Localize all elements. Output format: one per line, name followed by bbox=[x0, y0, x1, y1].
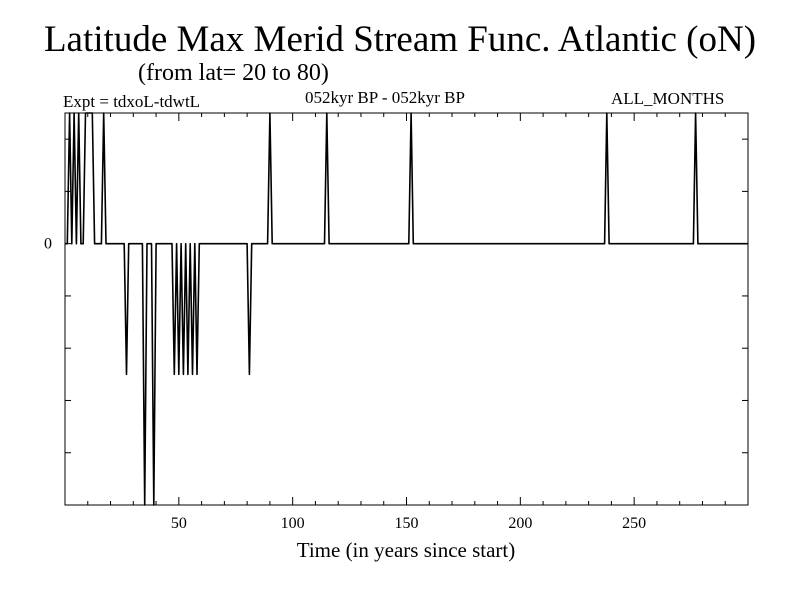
x-axis-label: Time (in years since start) bbox=[296, 538, 516, 562]
x-tick-label: 200 bbox=[508, 515, 532, 532]
x-tick-label: 150 bbox=[395, 515, 419, 532]
chart-title: Latitude Max Merid Stream Func. Atlantic… bbox=[43, 19, 757, 60]
plot-frame bbox=[64, 112, 749, 506]
x-tick-label: 50 bbox=[171, 515, 187, 532]
months-label: ALL_MONTHS bbox=[611, 89, 725, 108]
experiment-label: Expt = tdxoL-tdwtL bbox=[63, 92, 201, 111]
y-tick-label: 0 bbox=[44, 236, 52, 253]
x-tick-label: 250 bbox=[622, 515, 646, 532]
chart-subtitle: (from lat= 20 to 80) bbox=[138, 60, 329, 86]
series-line bbox=[65, 112, 748, 506]
x-tick-label: 100 bbox=[281, 515, 305, 532]
period-label: 052kyr BP - 052kyr BP bbox=[305, 88, 465, 107]
